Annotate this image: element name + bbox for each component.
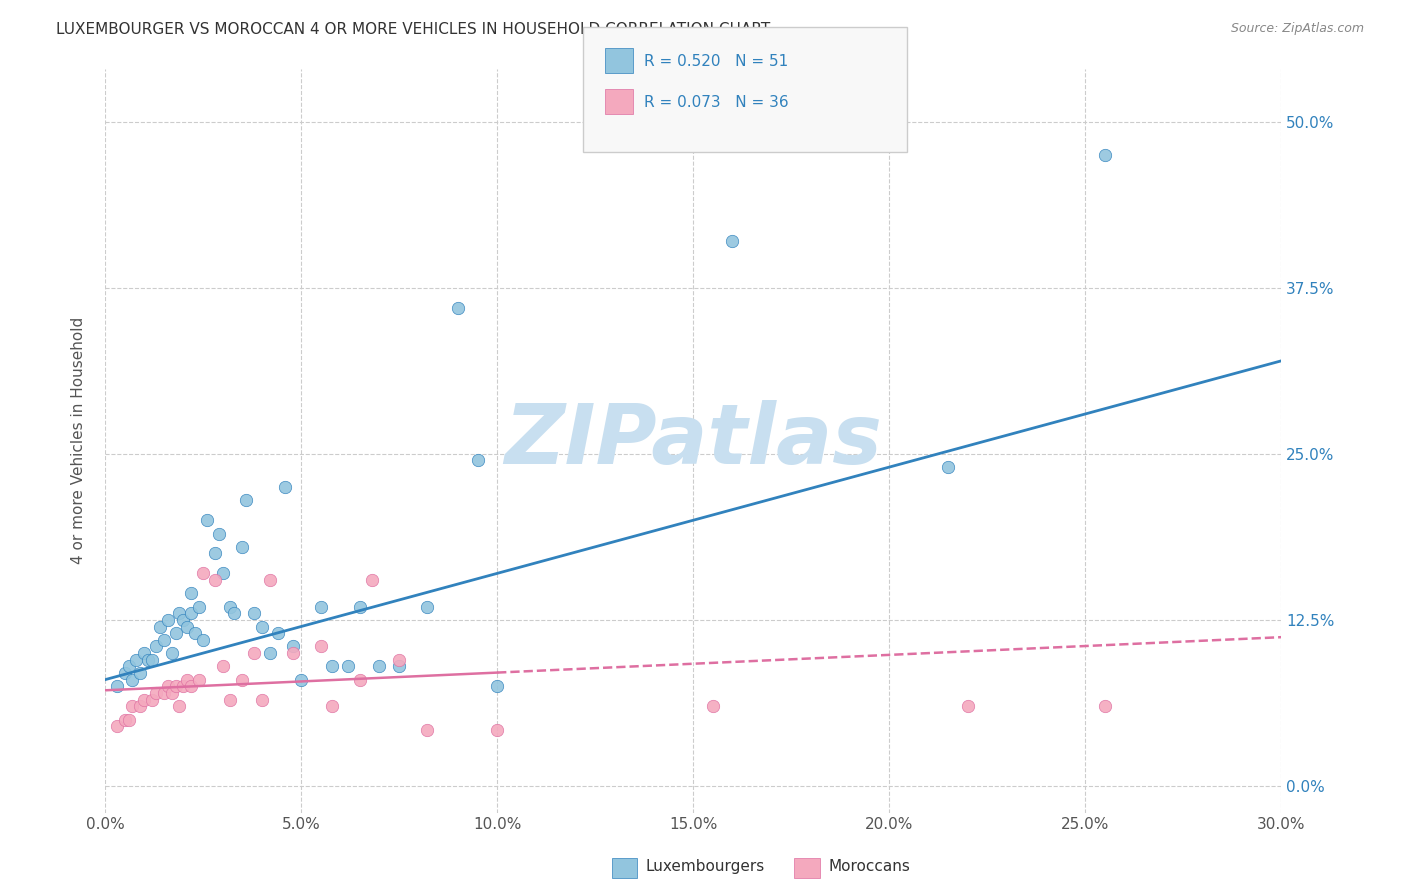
Point: [360, 573, 382, 587]
Point: [176, 619, 198, 633]
Point: [191, 632, 214, 647]
Point: [191, 566, 214, 581]
Point: [936, 460, 959, 475]
Point: [204, 546, 226, 560]
Point: [134, 692, 156, 706]
Point: [156, 679, 179, 693]
Text: Luxembourgers: Luxembourgers: [645, 859, 765, 873]
Point: [105, 719, 128, 733]
Y-axis label: 4 or more Vehicles in Household: 4 or more Vehicles in Household: [72, 317, 86, 564]
Text: R = 0.520   N = 51: R = 0.520 N = 51: [644, 54, 789, 69]
Point: [180, 606, 202, 620]
Point: [219, 599, 242, 614]
Point: [388, 653, 411, 667]
Point: [121, 673, 143, 687]
Text: Moroccans: Moroccans: [828, 859, 910, 873]
Text: LUXEMBOURGER VS MOROCCAN 4 OR MORE VEHICLES IN HOUSEHOLD CORRELATION CHART: LUXEMBOURGER VS MOROCCAN 4 OR MORE VEHIC…: [56, 22, 770, 37]
Point: [169, 606, 191, 620]
Point: [176, 673, 198, 687]
Point: [415, 599, 437, 614]
Point: [211, 566, 233, 581]
Point: [129, 666, 152, 681]
Point: [467, 453, 489, 467]
Point: [415, 723, 437, 738]
Point: [145, 686, 167, 700]
Point: [321, 659, 343, 673]
Point: [204, 573, 226, 587]
Point: [153, 632, 176, 647]
Text: R = 0.073   N = 36: R = 0.073 N = 36: [644, 95, 789, 110]
Point: [160, 646, 183, 660]
Point: [231, 540, 253, 554]
Point: [153, 686, 176, 700]
Point: [266, 626, 288, 640]
Point: [211, 659, 233, 673]
Point: [136, 653, 159, 667]
Point: [114, 666, 136, 681]
Point: [290, 673, 312, 687]
Point: [169, 699, 191, 714]
Point: [309, 599, 332, 614]
Point: [721, 234, 744, 248]
Point: [184, 626, 207, 640]
Point: [259, 573, 281, 587]
Point: [180, 586, 202, 600]
Point: [114, 713, 136, 727]
Point: [388, 659, 411, 673]
Point: [349, 673, 371, 687]
Point: [283, 640, 305, 654]
Point: [156, 613, 179, 627]
Point: [250, 619, 273, 633]
Point: [243, 646, 266, 660]
Point: [172, 679, 194, 693]
Point: [349, 599, 371, 614]
Point: [141, 692, 163, 706]
Point: [149, 619, 172, 633]
Point: [219, 692, 242, 706]
Point: [134, 646, 156, 660]
Point: [259, 646, 281, 660]
Point: [165, 626, 187, 640]
Point: [172, 613, 194, 627]
Point: [180, 679, 202, 693]
Point: [117, 713, 139, 727]
Point: [208, 526, 231, 541]
Point: [1094, 148, 1116, 162]
Point: [283, 646, 305, 660]
Point: [141, 653, 163, 667]
Point: [145, 640, 167, 654]
Point: [231, 673, 253, 687]
Point: [486, 723, 509, 738]
Point: [337, 659, 360, 673]
Point: [309, 640, 332, 654]
Point: [243, 606, 266, 620]
Point: [188, 673, 211, 687]
Point: [956, 699, 979, 714]
Point: [486, 679, 509, 693]
Point: [321, 699, 343, 714]
Point: [368, 659, 391, 673]
Point: [702, 699, 724, 714]
Point: [105, 679, 128, 693]
Point: [129, 699, 152, 714]
Point: [224, 606, 246, 620]
Text: ZIPatlas: ZIPatlas: [505, 400, 882, 481]
Point: [188, 599, 211, 614]
Point: [274, 480, 297, 494]
Point: [447, 301, 470, 315]
Point: [160, 686, 183, 700]
Point: [195, 513, 218, 527]
Point: [125, 653, 148, 667]
Point: [250, 692, 273, 706]
Point: [1094, 699, 1116, 714]
Point: [235, 493, 257, 508]
Point: [121, 699, 143, 714]
Point: [117, 659, 139, 673]
Text: Source: ZipAtlas.com: Source: ZipAtlas.com: [1230, 22, 1364, 36]
Point: [165, 679, 187, 693]
